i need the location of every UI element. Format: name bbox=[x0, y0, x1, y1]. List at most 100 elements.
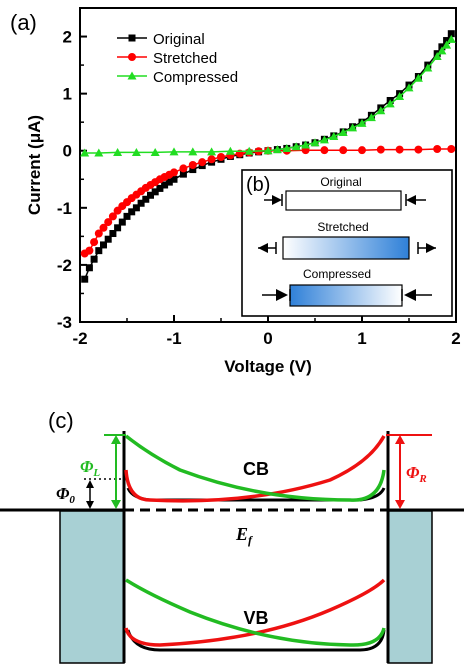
data-point bbox=[108, 212, 117, 221]
data-point bbox=[357, 118, 367, 127]
data-point bbox=[376, 145, 385, 154]
ef-label: Ef bbox=[235, 524, 253, 547]
data-point bbox=[188, 161, 197, 169]
data-point bbox=[170, 168, 178, 177]
data-point bbox=[319, 135, 329, 144]
data-point bbox=[85, 264, 93, 272]
data-point bbox=[132, 204, 140, 212]
right-electrode bbox=[387, 510, 433, 664]
cb-compressed bbox=[124, 434, 386, 502]
original-arrows bbox=[264, 194, 426, 206]
data-point bbox=[137, 199, 145, 207]
data-point bbox=[142, 195, 150, 203]
data-point bbox=[123, 212, 131, 220]
panel-c-label: (c) bbox=[48, 408, 74, 433]
data-point bbox=[320, 146, 329, 155]
data-point bbox=[156, 184, 164, 192]
x-tick-label: 2 bbox=[451, 329, 460, 348]
legend-label: Compressed bbox=[153, 69, 238, 86]
data-point bbox=[442, 40, 452, 49]
data-point bbox=[385, 99, 395, 108]
phi-r-label: ΦR bbox=[406, 463, 427, 485]
data-point bbox=[310, 138, 320, 147]
data-point bbox=[128, 208, 136, 216]
data-point bbox=[113, 147, 123, 156]
y-axis-label: Current (μA) bbox=[25, 115, 44, 215]
data-point bbox=[366, 113, 376, 122]
vb-compressed bbox=[125, 578, 386, 647]
data-point bbox=[90, 255, 98, 263]
data-point bbox=[447, 145, 456, 154]
data-point bbox=[131, 147, 141, 156]
inset-compressed-label: Compressed bbox=[303, 267, 371, 281]
data-point bbox=[447, 30, 455, 38]
band-diagram: CB VB Ef ΦL Φ0 ΦR bbox=[0, 431, 464, 664]
data-point bbox=[291, 142, 301, 151]
data-point bbox=[99, 223, 108, 232]
data-point bbox=[423, 63, 433, 72]
legend-label: Original bbox=[153, 31, 205, 48]
phi-0-label: Φ0 bbox=[56, 484, 75, 506]
data-point bbox=[179, 164, 188, 173]
data-point bbox=[443, 37, 451, 45]
data-point bbox=[104, 235, 112, 243]
compressed-wire bbox=[289, 284, 403, 307]
data-point bbox=[433, 145, 442, 154]
data-point bbox=[169, 147, 179, 156]
data-point bbox=[217, 153, 225, 162]
inset-original-label: Original bbox=[320, 175, 361, 189]
phi-l-label: ΦL bbox=[80, 457, 100, 479]
data-point bbox=[188, 147, 198, 156]
data-point bbox=[404, 83, 414, 92]
data-point bbox=[263, 146, 273, 155]
data-point bbox=[198, 158, 207, 167]
series-compressed bbox=[80, 34, 456, 157]
data-point bbox=[432, 52, 442, 61]
left-electrode bbox=[59, 510, 125, 664]
compressed-arrows bbox=[262, 289, 432, 301]
data-point bbox=[161, 181, 169, 189]
data-point bbox=[376, 106, 386, 115]
data-point bbox=[207, 155, 216, 164]
data-point bbox=[109, 230, 117, 238]
stretched-arrows bbox=[258, 242, 436, 254]
data-point bbox=[80, 148, 90, 157]
data-point bbox=[395, 145, 404, 154]
data-point bbox=[395, 91, 405, 100]
data-point bbox=[165, 178, 173, 186]
data-point bbox=[348, 123, 358, 132]
data-point bbox=[358, 146, 366, 155]
data-point bbox=[414, 145, 423, 154]
y-tick-label: 1 bbox=[63, 85, 72, 104]
inset-b: (b) Original Stretched Compressed bbox=[241, 169, 453, 317]
data-point bbox=[282, 143, 292, 152]
series-stretched bbox=[80, 145, 456, 258]
iv-series bbox=[80, 30, 456, 283]
data-point bbox=[179, 170, 187, 178]
legend-marker bbox=[128, 34, 136, 42]
data-point bbox=[94, 148, 104, 157]
legend-marker bbox=[128, 53, 136, 61]
original-wire bbox=[285, 190, 402, 211]
data-point bbox=[118, 218, 126, 226]
data-point bbox=[150, 147, 160, 156]
data-point bbox=[207, 147, 217, 156]
data-point bbox=[94, 229, 103, 238]
y-tick-label: 2 bbox=[63, 28, 72, 47]
data-point bbox=[81, 275, 89, 283]
x-tick-label: -1 bbox=[166, 329, 181, 348]
y-tick-label: -1 bbox=[57, 199, 72, 218]
data-point bbox=[338, 127, 348, 136]
cb-stretched bbox=[124, 435, 386, 503]
x-tick-label: 1 bbox=[357, 329, 366, 348]
legend: Original Stretched Compressed bbox=[117, 31, 238, 86]
data-point bbox=[100, 241, 107, 249]
data-point bbox=[147, 191, 154, 199]
stretched-wire bbox=[282, 236, 410, 260]
legend-label: Stretched bbox=[153, 50, 217, 67]
y-tick-label: -3 bbox=[57, 313, 72, 332]
x-tick-label: -2 bbox=[72, 329, 87, 348]
x-axis-label: Voltage (V) bbox=[224, 357, 312, 376]
